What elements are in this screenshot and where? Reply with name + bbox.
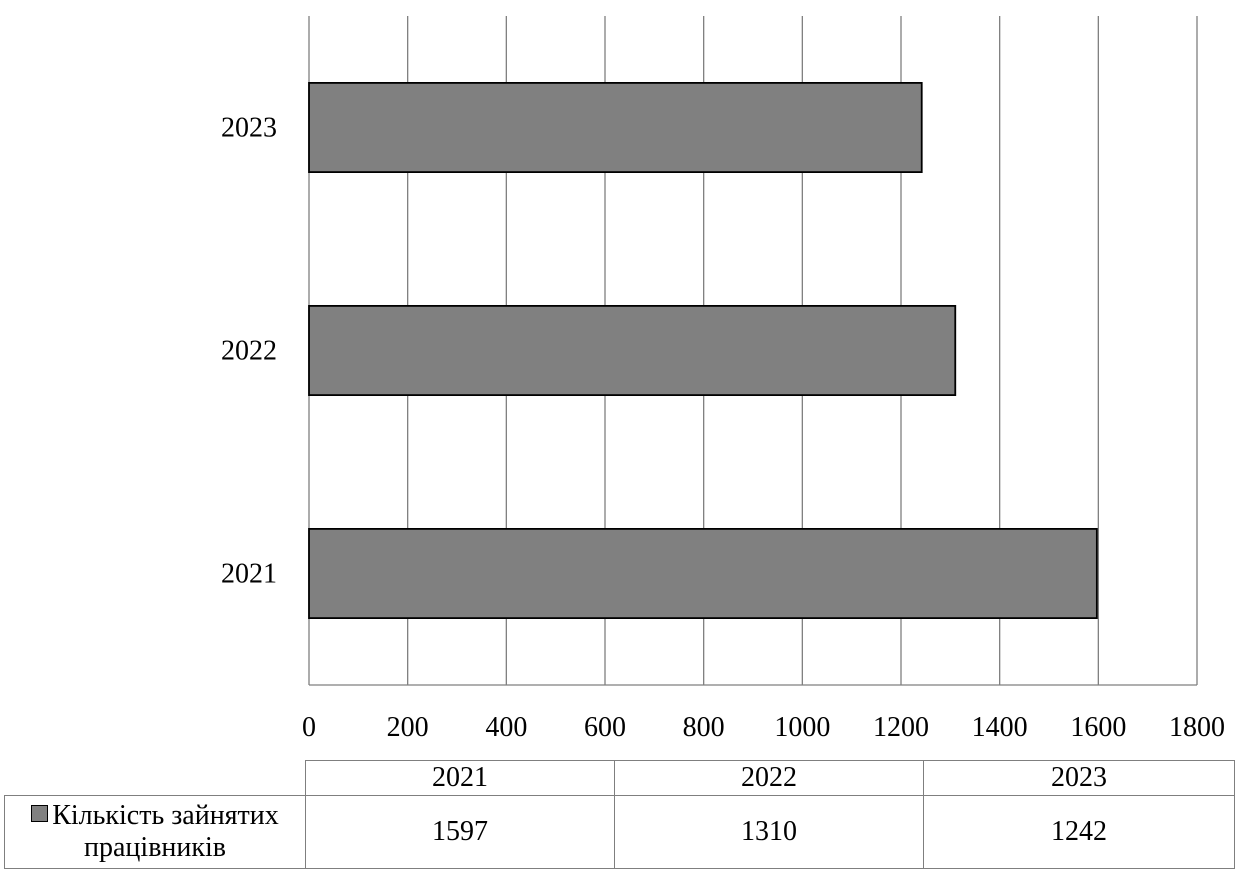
data-table-header-2022: 2022 [614,760,924,796]
bar-chart: 0 200 400 600 800 1000 1200 1400 1600 1800 2021 202… [221,16,1225,744]
bar-2023 [308,82,923,173]
x-tick-label: 1200 [873,712,929,743]
category-label-2022: 2022 [221,336,277,367]
bars [308,82,1098,620]
x-tick-label: 800 [683,712,725,743]
legend-key-icon [31,805,49,822]
x-tick-label: 600 [584,712,626,743]
data-table-header-2023: 2023 [923,760,1235,796]
series-label-line2: працівників [84,832,226,863]
x-tick-label: 1000 [774,712,830,743]
data-table-header-row: 2021 2022 2023 [4,760,1235,796]
data-table-row: Кількість зайнятих працівників 1597 1310 … [4,795,1235,869]
x-tick-label: 1400 [972,712,1028,743]
data-table-header-2021: 2021 [305,760,615,796]
series-label-line1: Кількість зайнятих [52,800,279,831]
bar-2022 [308,304,957,396]
data-table: 2021 2022 2023 Кількість зайнятих працівн… [4,760,1235,869]
data-table-corner [4,760,306,796]
bar-2021 [308,528,1098,620]
x-tick-label: 0 [302,712,316,743]
x-tick-label: 400 [485,712,527,743]
x-tick-label: 1600 [1070,712,1126,743]
x-tick-label: 200 [387,712,429,743]
x-tick-label: 1800 [1169,712,1225,743]
data-table-value-2023: 1242 [923,795,1235,869]
category-label-2023: 2023 [221,113,277,144]
data-table-series-label: Кількість зайнятих працівників [4,795,306,869]
data-table-value-2022: 1310 [614,795,924,869]
category-label-2021: 2021 [221,559,277,590]
axes: 0 200 400 600 800 1000 1200 1400 1600 1800 2021 202… [221,113,1225,744]
data-table-value-2021: 1597 [305,795,615,869]
